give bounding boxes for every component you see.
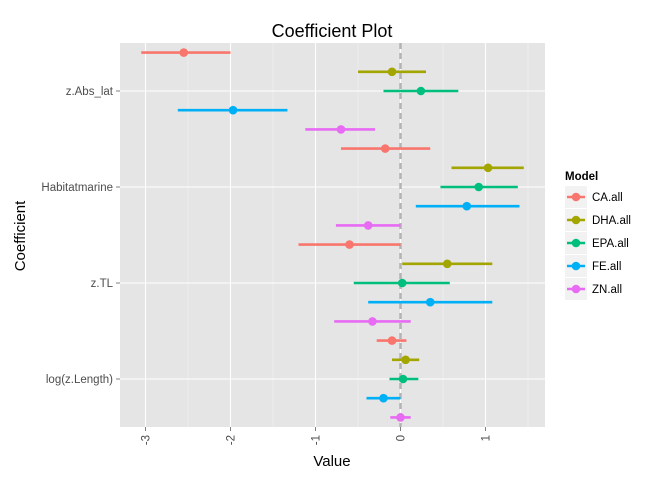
y-tick-label: z.Abs_lat xyxy=(66,86,114,98)
chart-title: Coefficient Plot xyxy=(272,21,393,41)
x-tick-label: -1 xyxy=(311,435,323,445)
point-DHA.all-z.Abs_lat xyxy=(387,67,397,77)
legend-label: DHA.all xyxy=(592,215,631,227)
x-tick-label: -3 xyxy=(141,435,153,445)
point-DHA.all-log(z.Length) xyxy=(401,355,410,365)
point-CA.all-z.Abs_lat xyxy=(179,48,189,57)
point-EPA.all-z.TL xyxy=(397,278,407,288)
legend-key-point xyxy=(571,238,581,248)
point-ZN.all-z.Abs_lat xyxy=(336,125,346,134)
point-EPA.all-log(z.Length) xyxy=(398,374,408,384)
point-FE.all-z.Abs_lat xyxy=(228,105,238,115)
x-axis-title: Value xyxy=(313,453,350,470)
point-FE.all-Habitatmarine xyxy=(462,201,472,211)
point-DHA.all-Habitatmarine xyxy=(483,163,493,173)
point-FE.all-z.TL xyxy=(425,297,435,307)
point-EPA.all-Habitatmarine xyxy=(474,182,484,192)
point-ZN.all-Habitatmarine xyxy=(363,221,373,230)
legend-key-point xyxy=(571,215,581,225)
panel-background xyxy=(120,43,545,427)
y-tick-label: Habitatmarine xyxy=(41,182,113,194)
point-FE.all-log(z.Length) xyxy=(379,393,388,403)
plot-panel xyxy=(120,43,545,427)
point-CA.all-z.TL xyxy=(345,240,354,249)
point-ZN.all-log(z.Length) xyxy=(396,413,405,422)
y-tick-label: z.TL xyxy=(91,278,114,290)
point-ZN.all-z.TL xyxy=(368,317,377,326)
point-CA.all-Habitatmarine xyxy=(380,144,390,153)
legend-key-point xyxy=(571,192,581,202)
legend-label: EPA.all xyxy=(592,238,629,250)
point-DHA.all-z.TL xyxy=(442,259,452,269)
legend-key-point xyxy=(571,261,581,271)
legend-key-point xyxy=(571,284,581,294)
legend-label: ZN.all xyxy=(592,284,622,296)
legend: Model CA.all DHA.all EPA.all FE.all ZN.all xyxy=(565,171,631,300)
x-tick-label: -2 xyxy=(226,435,238,445)
y-axis-title: Coefficient xyxy=(12,200,29,271)
x-axis: -3 -2 -1 0 1 xyxy=(141,427,493,445)
x-tick-label: 0 xyxy=(396,435,408,441)
x-tick-label: 1 xyxy=(481,435,493,441)
legend-label: CA.all xyxy=(592,192,623,204)
y-axis: log(z.Length) z.TL Habitatmarine z.Abs_lat xyxy=(41,86,120,386)
y-tick-label: log(z.Length) xyxy=(46,374,113,386)
legend-title: Model xyxy=(565,171,598,183)
point-CA.all-log(z.Length) xyxy=(387,336,397,345)
point-EPA.all-z.Abs_lat xyxy=(416,86,426,96)
legend-label: FE.all xyxy=(592,261,621,273)
